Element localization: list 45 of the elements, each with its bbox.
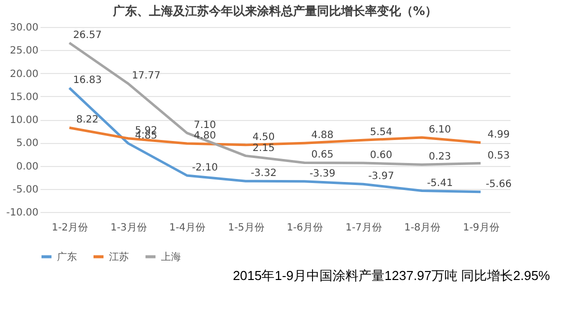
data-label: 8.22 [76, 114, 99, 126]
x-tick-label: 1-9月份 [462, 222, 500, 234]
legend-label: 上海 [161, 250, 181, 263]
x-tick-label: 1-7月份 [345, 222, 382, 234]
x-tick-label: 1-2月份 [52, 222, 88, 234]
x-tick-label: 1-8月份 [404, 222, 441, 234]
data-label: 0.60 [370, 150, 392, 161]
data-label: 0.65 [311, 150, 334, 161]
data-label: 4.80 [194, 130, 216, 142]
legend-label: 江苏 [109, 250, 129, 263]
data-label: 2.15 [252, 142, 275, 154]
data-label: 4.50 [252, 132, 275, 143]
y-tick-label: 20.00 [10, 68, 38, 80]
data-label: 7.10 [194, 120, 216, 131]
data-label: 5.54 [370, 127, 392, 138]
y-tick-label: 30.00 [10, 22, 38, 34]
y-tick-label: 15.00 [10, 92, 38, 103]
data-label: 26.57 [73, 30, 102, 41]
data-label: 0.53 [487, 150, 510, 162]
data-label: 4.99 [487, 130, 510, 141]
x-tick-label: 1-6月份 [286, 222, 324, 234]
data-label: -3.97 [368, 171, 394, 182]
x-tick-label: 1-5月份 [228, 222, 264, 234]
line-series [68, 86, 482, 194]
data-label: 4.88 [311, 130, 334, 142]
x-tick-label: 1-3月份 [110, 222, 147, 234]
legend-label: 广东 [57, 250, 77, 263]
chart-title: 广东、上海及江苏今年以来涂料总产量同比增长率变化（%） [112, 4, 438, 18]
data-label: 6.10 [428, 124, 452, 136]
y-tick-label: 5.00 [16, 138, 38, 150]
y-tick-label: -5.00 [12, 184, 38, 196]
data-label: -3.32 [250, 168, 277, 180]
y-tick-label: 25.00 [10, 46, 38, 57]
data-label: -5.66 [486, 178, 512, 190]
data-label: 0.23 [428, 152, 452, 163]
data-label: 17.77 [132, 70, 160, 82]
data-label: -3.39 [309, 168, 336, 180]
y-tick-label: -10.00 [6, 208, 38, 218]
y-tick-label: 10.00 [10, 115, 38, 126]
text: 2015年1-9月中国涂料产量1237.97万吨 同比增长2.95% [232, 268, 550, 283]
data-label: -5.41 [426, 178, 453, 189]
data-label: 16.83 [73, 74, 102, 86]
data-label: -2.10 [192, 162, 218, 174]
y-tick-label: 0.00 [16, 161, 38, 172]
x-tick-label: 1-4月份 [169, 222, 206, 234]
